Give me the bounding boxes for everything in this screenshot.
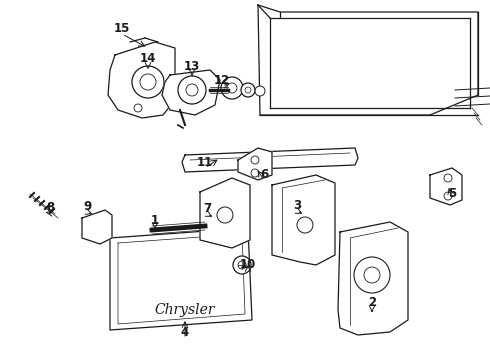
Circle shape (251, 156, 259, 164)
Circle shape (255, 86, 265, 96)
Text: 1: 1 (151, 213, 159, 226)
Polygon shape (272, 175, 335, 265)
Circle shape (134, 104, 142, 112)
Text: 10: 10 (240, 258, 256, 271)
Text: 15: 15 (114, 22, 130, 35)
Polygon shape (182, 148, 358, 172)
Circle shape (227, 83, 237, 93)
Circle shape (251, 169, 259, 177)
Circle shape (221, 77, 243, 99)
Text: 5: 5 (448, 186, 456, 199)
Circle shape (354, 257, 390, 293)
Circle shape (238, 261, 246, 269)
Text: 7: 7 (203, 202, 211, 215)
Circle shape (297, 217, 313, 233)
Text: 8: 8 (46, 201, 54, 213)
Text: 2: 2 (368, 296, 376, 309)
Polygon shape (162, 70, 220, 115)
Polygon shape (110, 228, 252, 330)
Text: 6: 6 (260, 167, 268, 180)
Text: 12: 12 (214, 73, 230, 86)
Polygon shape (430, 168, 462, 205)
Polygon shape (200, 178, 250, 248)
Text: 3: 3 (293, 198, 301, 212)
Circle shape (364, 267, 380, 283)
Text: 11: 11 (197, 156, 213, 168)
Circle shape (241, 83, 255, 97)
Circle shape (178, 76, 206, 104)
Text: 14: 14 (140, 51, 156, 64)
Polygon shape (238, 148, 272, 180)
Circle shape (444, 192, 452, 200)
Polygon shape (338, 222, 408, 335)
Text: 13: 13 (184, 59, 200, 72)
Text: 9: 9 (83, 199, 91, 212)
Circle shape (217, 207, 233, 223)
Circle shape (233, 256, 251, 274)
Circle shape (186, 84, 198, 96)
Polygon shape (82, 210, 112, 244)
Text: 4: 4 (181, 327, 189, 339)
Circle shape (444, 174, 452, 182)
Polygon shape (108, 42, 175, 118)
Circle shape (245, 87, 251, 93)
Circle shape (132, 66, 164, 98)
Circle shape (140, 74, 156, 90)
Text: Chrysler: Chrysler (155, 303, 215, 317)
